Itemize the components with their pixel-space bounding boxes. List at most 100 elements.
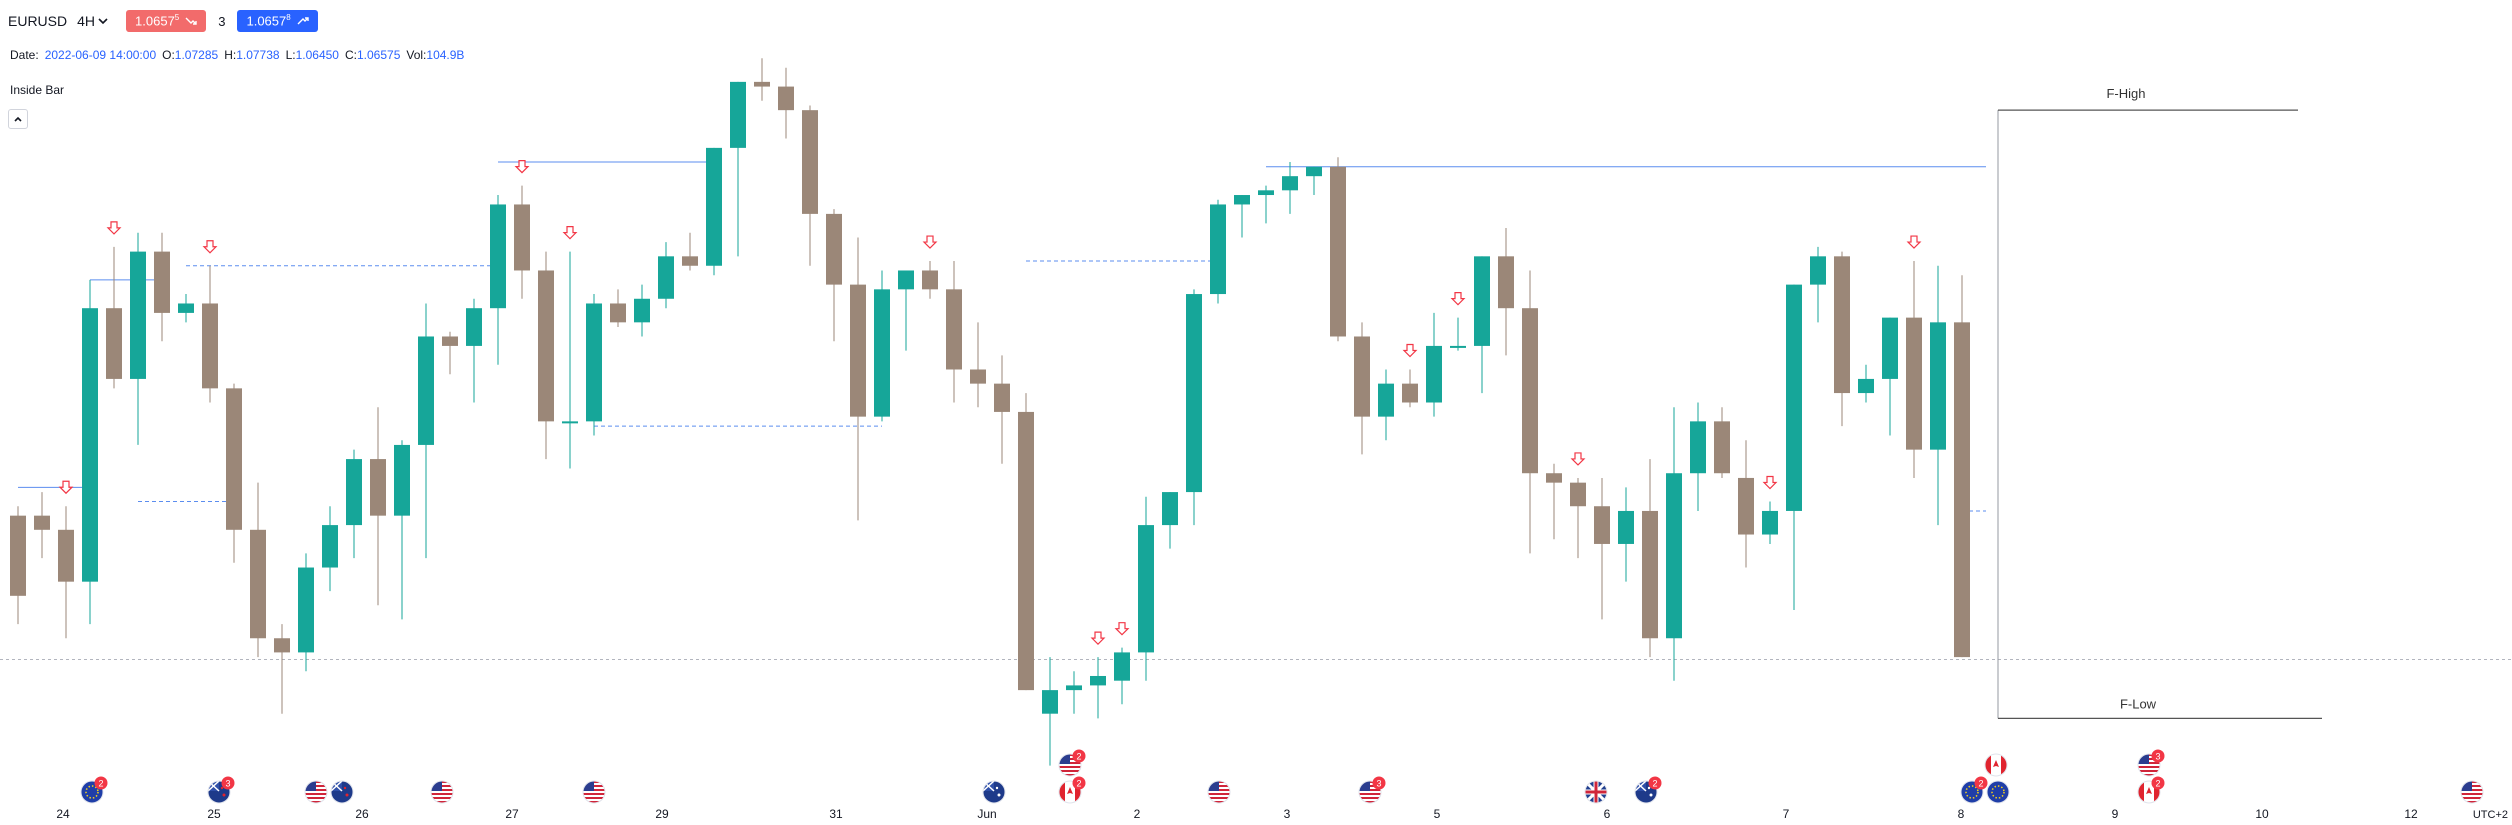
bearish-candle[interactable] <box>946 289 962 370</box>
bearish-candle[interactable] <box>1498 256 1514 309</box>
bearish-candle[interactable] <box>34 515 50 530</box>
bullish-candle[interactable] <box>1066 685 1082 691</box>
bullish-candle[interactable] <box>658 256 674 299</box>
calendar-event[interactable] <box>1986 780 2010 804</box>
bearish-candle[interactable] <box>226 388 242 530</box>
us-flag-icon[interactable] <box>431 781 453 803</box>
bearish-candle[interactable] <box>802 110 818 214</box>
calendar-event[interactable] <box>982 780 1006 804</box>
bullish-candle[interactable] <box>1930 322 1946 450</box>
bearish-candle[interactable] <box>1834 256 1850 394</box>
gb-flag-icon[interactable] <box>1585 781 1607 803</box>
bearish-candle[interactable] <box>442 336 458 346</box>
bearish-candle[interactable] <box>994 383 1010 412</box>
bearish-candle[interactable] <box>250 529 266 639</box>
calendar-event[interactable]: 3 <box>207 776 235 804</box>
calendar-event[interactable] <box>430 780 454 804</box>
bullish-candle[interactable] <box>418 336 434 445</box>
bullish-candle[interactable] <box>874 289 890 417</box>
calendar-event[interactable] <box>2460 780 2484 804</box>
bearish-candle[interactable] <box>370 459 386 516</box>
bearish-candle[interactable] <box>610 303 626 323</box>
bullish-candle[interactable] <box>1762 510 1778 535</box>
symbol-name[interactable]: EURUSD <box>8 13 68 29</box>
us-flag-icon[interactable] <box>583 781 605 803</box>
calendar-event[interactable]: 2 <box>1058 749 1086 777</box>
bearish-candle[interactable] <box>778 86 794 111</box>
bullish-candle[interactable] <box>1618 510 1634 544</box>
bullish-candle[interactable] <box>1090 675 1106 686</box>
calendar-event[interactable] <box>582 780 606 804</box>
bearish-candle[interactable] <box>202 303 218 389</box>
bullish-candle[interactable] <box>346 459 362 526</box>
nz-flag-icon[interactable] <box>331 781 353 803</box>
bearish-candle[interactable] <box>1522 308 1538 474</box>
bullish-candle[interactable] <box>634 298 650 323</box>
bearish-candle[interactable] <box>1738 477 1754 535</box>
bullish-candle[interactable] <box>730 81 746 148</box>
bearish-candle[interactable] <box>1570 482 1586 507</box>
bullish-candle[interactable] <box>1666 473 1682 639</box>
indicator-name[interactable]: Inside Bar <box>10 83 65 97</box>
bearish-candle[interactable] <box>154 251 170 313</box>
indicator-legend[interactable]: Inside Bar <box>10 83 64 97</box>
calendar-event[interactable] <box>304 780 328 804</box>
calendar-event[interactable]: 2 <box>1634 776 1662 804</box>
bullish-candle[interactable] <box>1378 383 1394 417</box>
bullish-candle[interactable] <box>298 567 314 653</box>
bullish-candle[interactable] <box>586 303 602 422</box>
collapse-legend-button[interactable] <box>8 109 28 129</box>
bullish-candle[interactable] <box>1474 256 1490 346</box>
eu-flag-icon[interactable] <box>1987 781 2009 803</box>
bearish-candle[interactable] <box>1018 411 1034 691</box>
calendar-event[interactable]: 2 <box>1058 776 1086 804</box>
bullish-candle[interactable] <box>706 147 722 266</box>
bearish-candle[interactable] <box>922 270 938 290</box>
time-axis[interactable]: 242526272931Jun2356789101214UTC+2 <box>56 807 2512 821</box>
bearish-candle[interactable] <box>58 529 74 582</box>
timeframe-selector[interactable]: 4H <box>73 13 112 29</box>
bullish-candle[interactable] <box>1138 525 1154 653</box>
bearish-candle[interactable] <box>682 256 698 266</box>
bearish-candle[interactable] <box>1402 383 1418 403</box>
bullish-candle[interactable] <box>1690 421 1706 474</box>
timezone-label[interactable]: UTC+2 <box>2473 809 2508 821</box>
bullish-candle[interactable] <box>1882 317 1898 379</box>
au-flag-icon[interactable] <box>983 781 1005 803</box>
bullish-candle[interactable] <box>82 308 98 582</box>
bearish-candle[interactable] <box>850 284 866 417</box>
bullish-candle[interactable] <box>1042 690 1058 714</box>
calendar-event[interactable] <box>1584 780 1608 804</box>
bullish-candle[interactable] <box>1786 284 1802 511</box>
bearish-candle[interactable] <box>538 270 554 422</box>
bearish-candle[interactable] <box>1906 317 1922 450</box>
us-flag-icon[interactable] <box>1359 781 1381 803</box>
us-flag-icon[interactable] <box>2461 781 2483 803</box>
us-flag-icon[interactable] <box>305 781 327 803</box>
bearish-candle[interactable] <box>1546 473 1562 483</box>
bearish-candle[interactable] <box>970 369 986 384</box>
bearish-candle[interactable] <box>514 204 530 271</box>
bullish-candle[interactable] <box>1858 378 1874 394</box>
bearish-candle[interactable] <box>1594 506 1610 544</box>
bearish-candle[interactable] <box>1954 322 1970 658</box>
bullish-candle[interactable] <box>1114 652 1130 681</box>
bullish-candle[interactable] <box>1426 345 1442 403</box>
calendar-event[interactable]: 2 <box>80 776 108 804</box>
calendar-event[interactable] <box>1207 780 1231 804</box>
bullish-candle[interactable] <box>466 308 482 346</box>
bearish-candle[interactable] <box>1714 421 1730 474</box>
bullish-candle[interactable] <box>1282 176 1298 191</box>
bullish-candle[interactable] <box>1210 204 1226 295</box>
bullish-candle[interactable] <box>322 525 338 568</box>
bearish-candle[interactable] <box>274 638 290 653</box>
calendar-event[interactable]: 3 <box>2137 749 2165 777</box>
bearish-candle[interactable] <box>10 515 26 596</box>
calendar-event[interactable]: 2 <box>1960 776 1988 804</box>
bullish-candle[interactable] <box>898 270 914 290</box>
bullish-candle[interactable] <box>490 204 506 309</box>
bullish-candle[interactable] <box>1162 492 1178 526</box>
calendar-event[interactable]: 2 <box>2137 776 2165 804</box>
bullish-candle[interactable] <box>562 421 578 424</box>
bullish-candle[interactable] <box>1186 294 1202 493</box>
